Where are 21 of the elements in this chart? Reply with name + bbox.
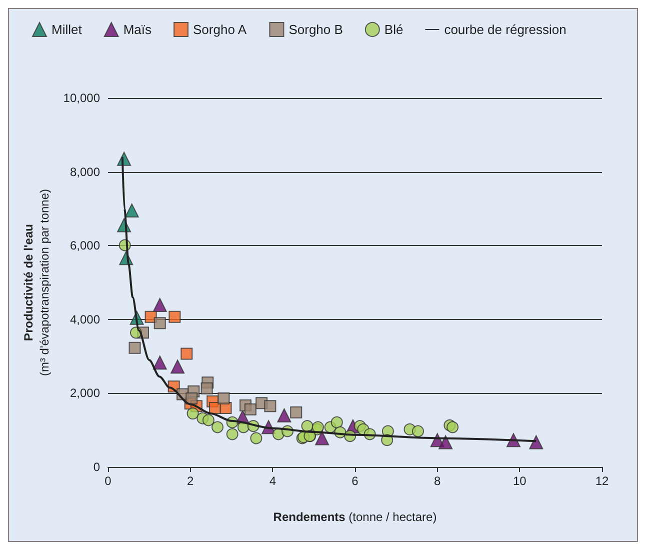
y-tick-label: 10,000 <box>63 91 100 105</box>
x-tick-label: 10 <box>512 474 527 488</box>
x-tick-label: 8 <box>434 474 441 488</box>
y-tick-label: 0 <box>93 460 100 474</box>
legend-label: Millet <box>52 22 82 37</box>
x-tick-label: 0 <box>104 474 112 488</box>
y-tick-label: 4,000 <box>70 312 100 326</box>
x-tick-label: 4 <box>269 474 276 488</box>
x-tick-label: 2 <box>186 474 194 488</box>
legend-label: Sorgho B <box>288 22 343 37</box>
y-axis-title: Productivité de l'eau (m³ d'évapotranspiration par tonne) <box>21 188 52 376</box>
x-tick-label: 6 <box>352 474 359 488</box>
legend-label: Blé <box>384 22 404 37</box>
x-tick-label: 12 <box>595 474 609 488</box>
legend-label: courbe de régression <box>444 22 566 37</box>
x-axis-title: Rendements (tonne / hectare) <box>273 510 437 524</box>
legend-label: Maïs <box>123 22 152 37</box>
y-tick-label: 6,000 <box>70 238 100 253</box>
legend-label: Sorgho A <box>193 22 247 37</box>
y-tick-label: 8,000 <box>70 164 100 179</box>
y-tick-label: 2,000 <box>70 386 100 400</box>
